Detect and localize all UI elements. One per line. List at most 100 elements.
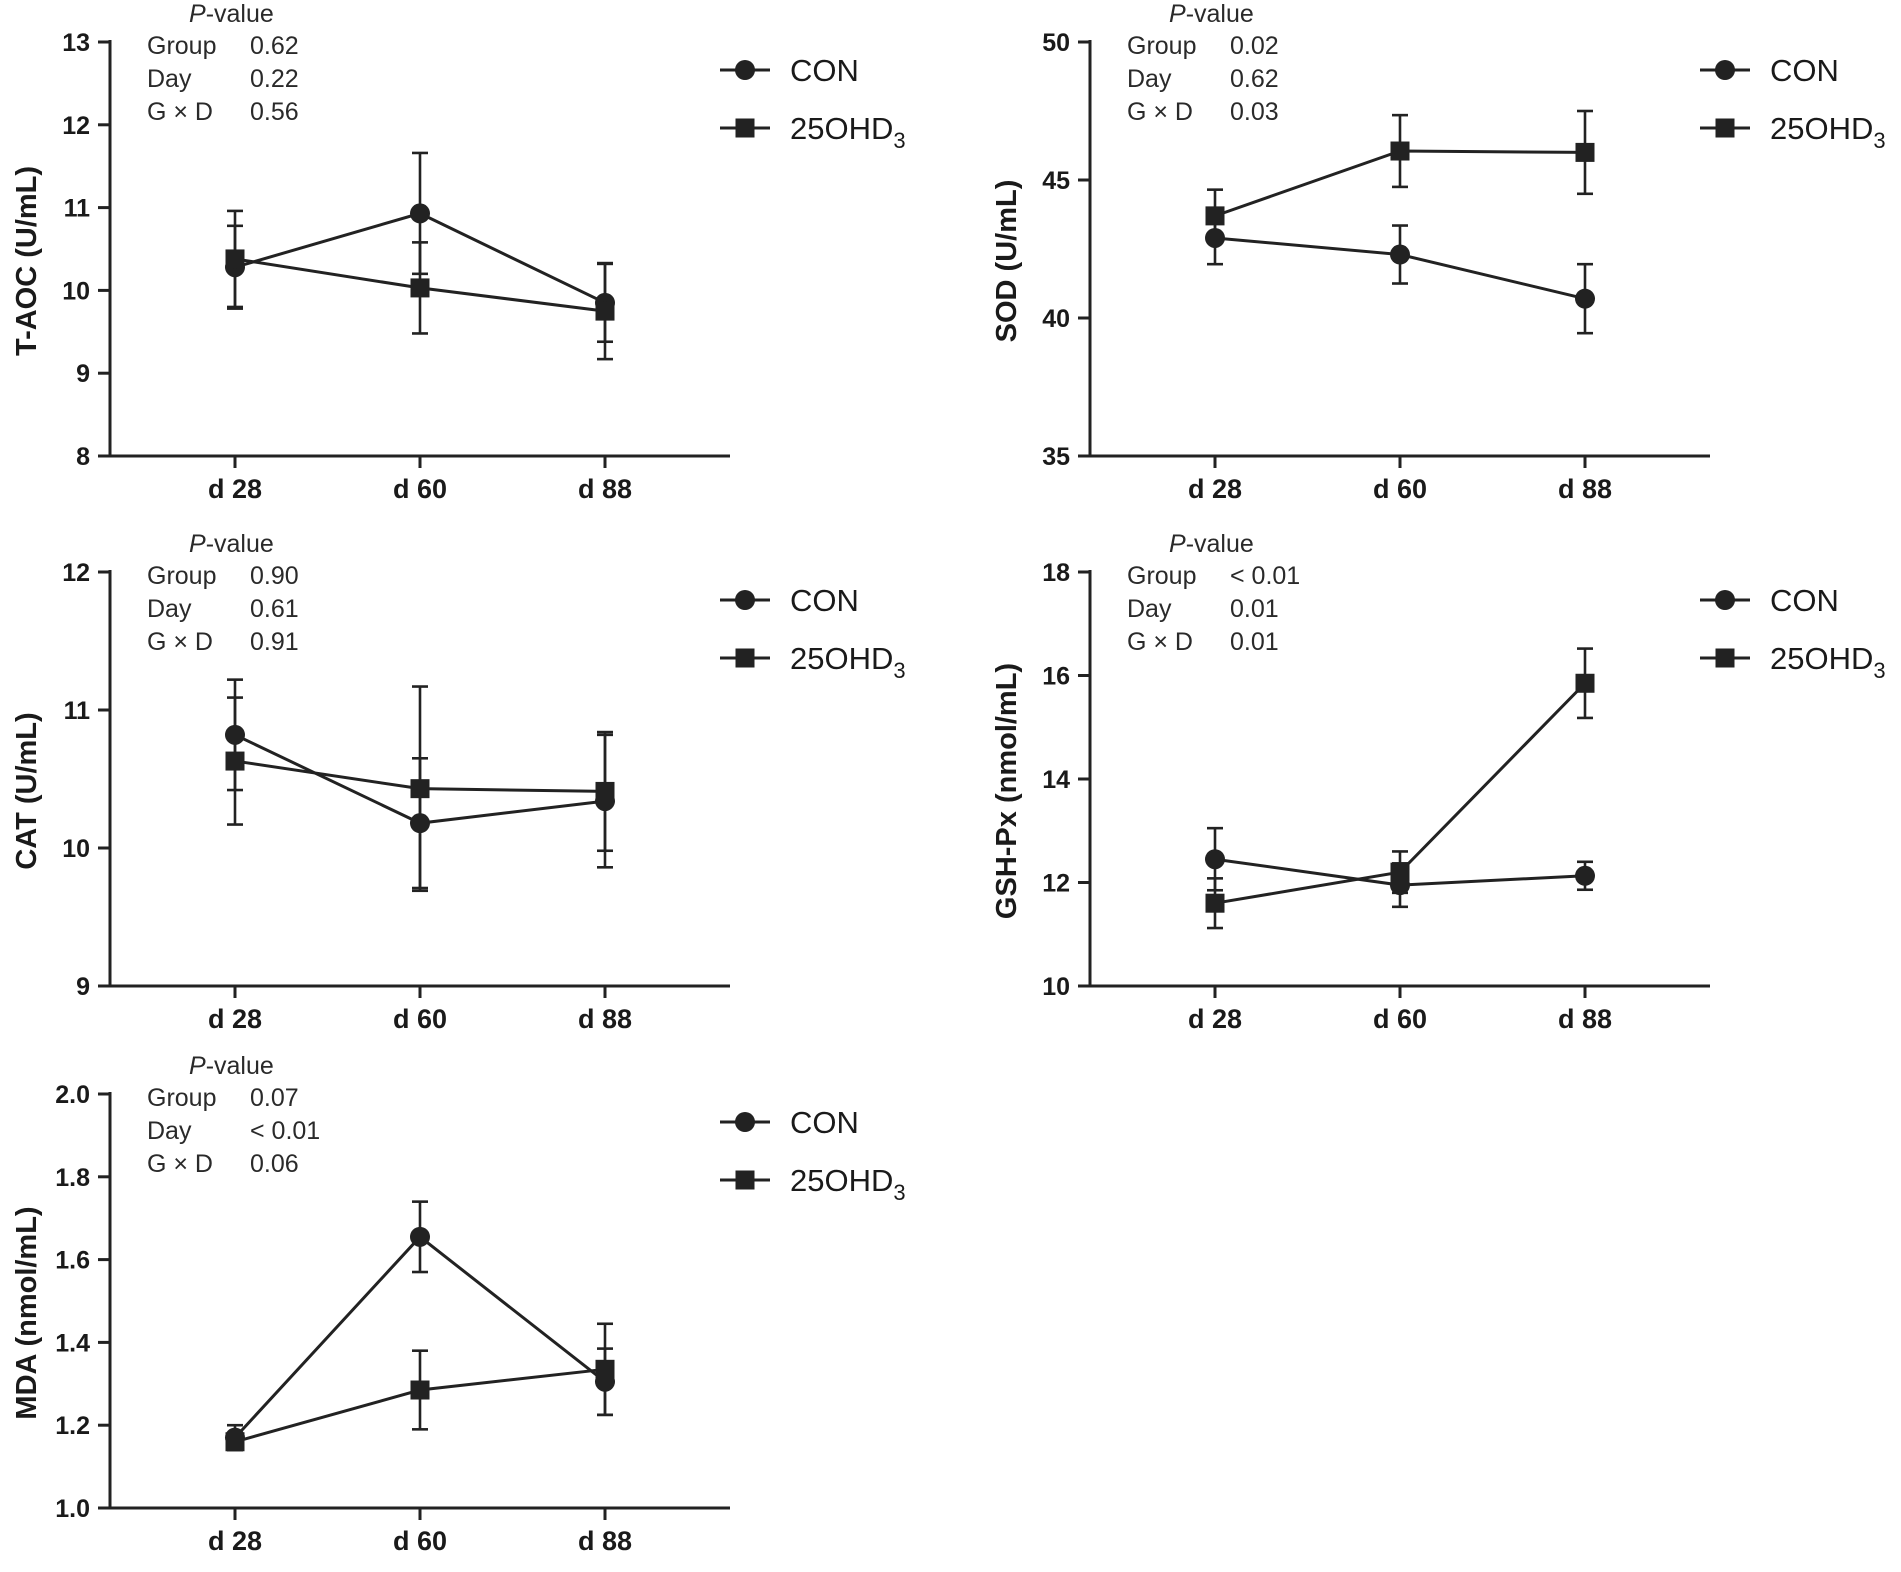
stats-value: < 0.01 bbox=[1230, 562, 1300, 590]
data-point bbox=[595, 301, 615, 321]
x-tick-label: d 28 bbox=[208, 1004, 262, 1034]
data-point bbox=[1575, 142, 1595, 162]
data-point bbox=[1575, 288, 1595, 309]
stats-value: 0.01 bbox=[1230, 595, 1279, 623]
data-point bbox=[1390, 244, 1410, 265]
data-point bbox=[1390, 141, 1410, 161]
chart-svg: 9 10 11 12 d 28 d 60 d 88 CAT (U/mL) P-value Grou… bbox=[11, 530, 906, 1034]
legend-label-con: CON bbox=[1770, 53, 1839, 88]
stats-label: G × D bbox=[147, 628, 213, 656]
legend-marker-25ohd3 bbox=[735, 118, 755, 138]
data-point bbox=[225, 249, 245, 269]
stats-value: 0.56 bbox=[250, 98, 299, 126]
y-tick-label: 1.8 bbox=[55, 1164, 90, 1192]
stats-label: Group bbox=[147, 562, 216, 590]
y-tick-label: 10 bbox=[62, 277, 90, 305]
y-tick-label: 11 bbox=[64, 195, 91, 223]
stats-header: P-value bbox=[1169, 530, 1254, 558]
y-axis-title: GSH-Px (nmol/mL) bbox=[991, 663, 1023, 919]
y-tick-label: 1.0 bbox=[55, 1495, 90, 1523]
legend-marker-25ohd3 bbox=[1715, 118, 1735, 138]
stats-value: 0.07 bbox=[250, 1084, 299, 1112]
stats-label: G × D bbox=[147, 1150, 213, 1178]
x-tick-label: d 28 bbox=[208, 1526, 262, 1556]
y-tick-label: 1.4 bbox=[55, 1329, 90, 1357]
data-point bbox=[1390, 862, 1410, 882]
legend-marker-con bbox=[1715, 590, 1735, 610]
y-tick-label: 45 bbox=[1042, 167, 1070, 195]
stats-value: 0.62 bbox=[1230, 65, 1279, 93]
x-tick-label: d 28 bbox=[1188, 1004, 1242, 1034]
stats-header: P-value bbox=[189, 0, 274, 28]
data-point bbox=[225, 1432, 245, 1452]
y-tick-label: 2.0 bbox=[55, 1081, 90, 1109]
chart-panel-sod: 35 40 45 50 d 28 d 60 d 88 SOD (U/mL) P-value Gro… bbox=[980, 0, 1901, 520]
x-tick-label: d 60 bbox=[393, 1526, 447, 1556]
data-point bbox=[410, 278, 430, 298]
series-25ohd3 bbox=[1205, 109, 1595, 244]
legend-marker-con bbox=[1715, 60, 1735, 80]
y-tick-label: 35 bbox=[1042, 443, 1070, 471]
stats-label: G × D bbox=[1127, 98, 1193, 126]
stats-value: 0.22 bbox=[250, 65, 299, 93]
legend-label-con: CON bbox=[790, 583, 859, 618]
legend: CON 25OHD3 bbox=[1700, 53, 1886, 153]
data-point bbox=[595, 1359, 615, 1379]
y-tick-label: 1.2 bbox=[55, 1412, 90, 1440]
data-point bbox=[410, 1380, 430, 1400]
y-axis-title: CAT (U/mL) bbox=[11, 712, 43, 869]
series-25ohd3 bbox=[225, 1322, 615, 1452]
y-tick-label: 16 bbox=[1042, 663, 1070, 691]
legend: CON 25OHD3 bbox=[720, 53, 906, 153]
data-point bbox=[410, 779, 430, 799]
y-tick-label: 11 bbox=[64, 697, 91, 725]
stats-label: Day bbox=[1127, 595, 1172, 623]
data-point bbox=[1205, 849, 1225, 870]
data-point bbox=[410, 1226, 430, 1247]
data-point bbox=[1205, 206, 1225, 226]
stats-label: Group bbox=[1127, 562, 1196, 590]
chart-svg: 1.0 1.2 1.4 1.6 1.8 2.0 d 28 d 60 d 88 MDA (nmol/… bbox=[11, 1052, 906, 1556]
legend-label-25ohd3: 25OHD3 bbox=[1770, 111, 1886, 153]
stats-label: G × D bbox=[147, 98, 213, 126]
series-25ohd3 bbox=[225, 209, 615, 361]
y-tick-label: 8 bbox=[76, 443, 90, 471]
y-axis-title: MDA (nmol/mL) bbox=[11, 1206, 43, 1419]
stats-header: P-value bbox=[189, 530, 274, 558]
x-tick-label: d 88 bbox=[1558, 1004, 1612, 1034]
legend-marker-25ohd3 bbox=[735, 648, 755, 668]
series-25ohd3 bbox=[1205, 647, 1595, 930]
chart-panel-cat: 9 10 11 12 d 28 d 60 d 88 CAT (U/mL) P-value Grou… bbox=[0, 530, 950, 1050]
stats-value: 0.61 bbox=[250, 595, 299, 623]
stats-label: Day bbox=[147, 1117, 192, 1145]
stats-value: 0.06 bbox=[250, 1150, 299, 1178]
data-point bbox=[225, 751, 245, 771]
y-tick-label: 18 bbox=[1042, 559, 1070, 587]
stats-value: 0.90 bbox=[250, 562, 299, 590]
stats-value: < 0.01 bbox=[250, 1117, 320, 1145]
x-tick-label: d 60 bbox=[393, 1004, 447, 1034]
y-tick-label: 40 bbox=[1042, 305, 1070, 333]
stats-header: P-value bbox=[1169, 0, 1254, 28]
y-tick-label: 12 bbox=[62, 559, 90, 587]
legend: CON 25OHD3 bbox=[720, 583, 906, 683]
legend-label-25ohd3: 25OHD3 bbox=[790, 111, 906, 153]
legend-label-con: CON bbox=[790, 53, 859, 88]
x-tick-label: d 28 bbox=[208, 474, 262, 504]
stats-value: 0.62 bbox=[250, 32, 299, 60]
data-point bbox=[1205, 893, 1225, 913]
stats-value: 0.01 bbox=[1230, 628, 1279, 656]
x-tick-label: d 88 bbox=[1558, 474, 1612, 504]
data-point bbox=[1575, 673, 1595, 693]
legend-marker-con bbox=[735, 590, 755, 610]
data-point bbox=[1575, 865, 1595, 886]
legend-label-25ohd3: 25OHD3 bbox=[790, 1163, 906, 1205]
stats-label: Group bbox=[1127, 32, 1196, 60]
legend-marker-25ohd3 bbox=[735, 1170, 755, 1190]
x-tick-label: d 88 bbox=[578, 1004, 632, 1034]
stats-value: 0.02 bbox=[1230, 32, 1279, 60]
y-tick-label: 10 bbox=[1042, 973, 1070, 1001]
chart-panel-mda: 1.0 1.2 1.4 1.6 1.8 2.0 d 28 d 60 d 88 MDA (nmol/… bbox=[0, 1052, 950, 1572]
y-tick-label: 9 bbox=[76, 360, 90, 388]
legend-marker-con bbox=[735, 60, 755, 80]
